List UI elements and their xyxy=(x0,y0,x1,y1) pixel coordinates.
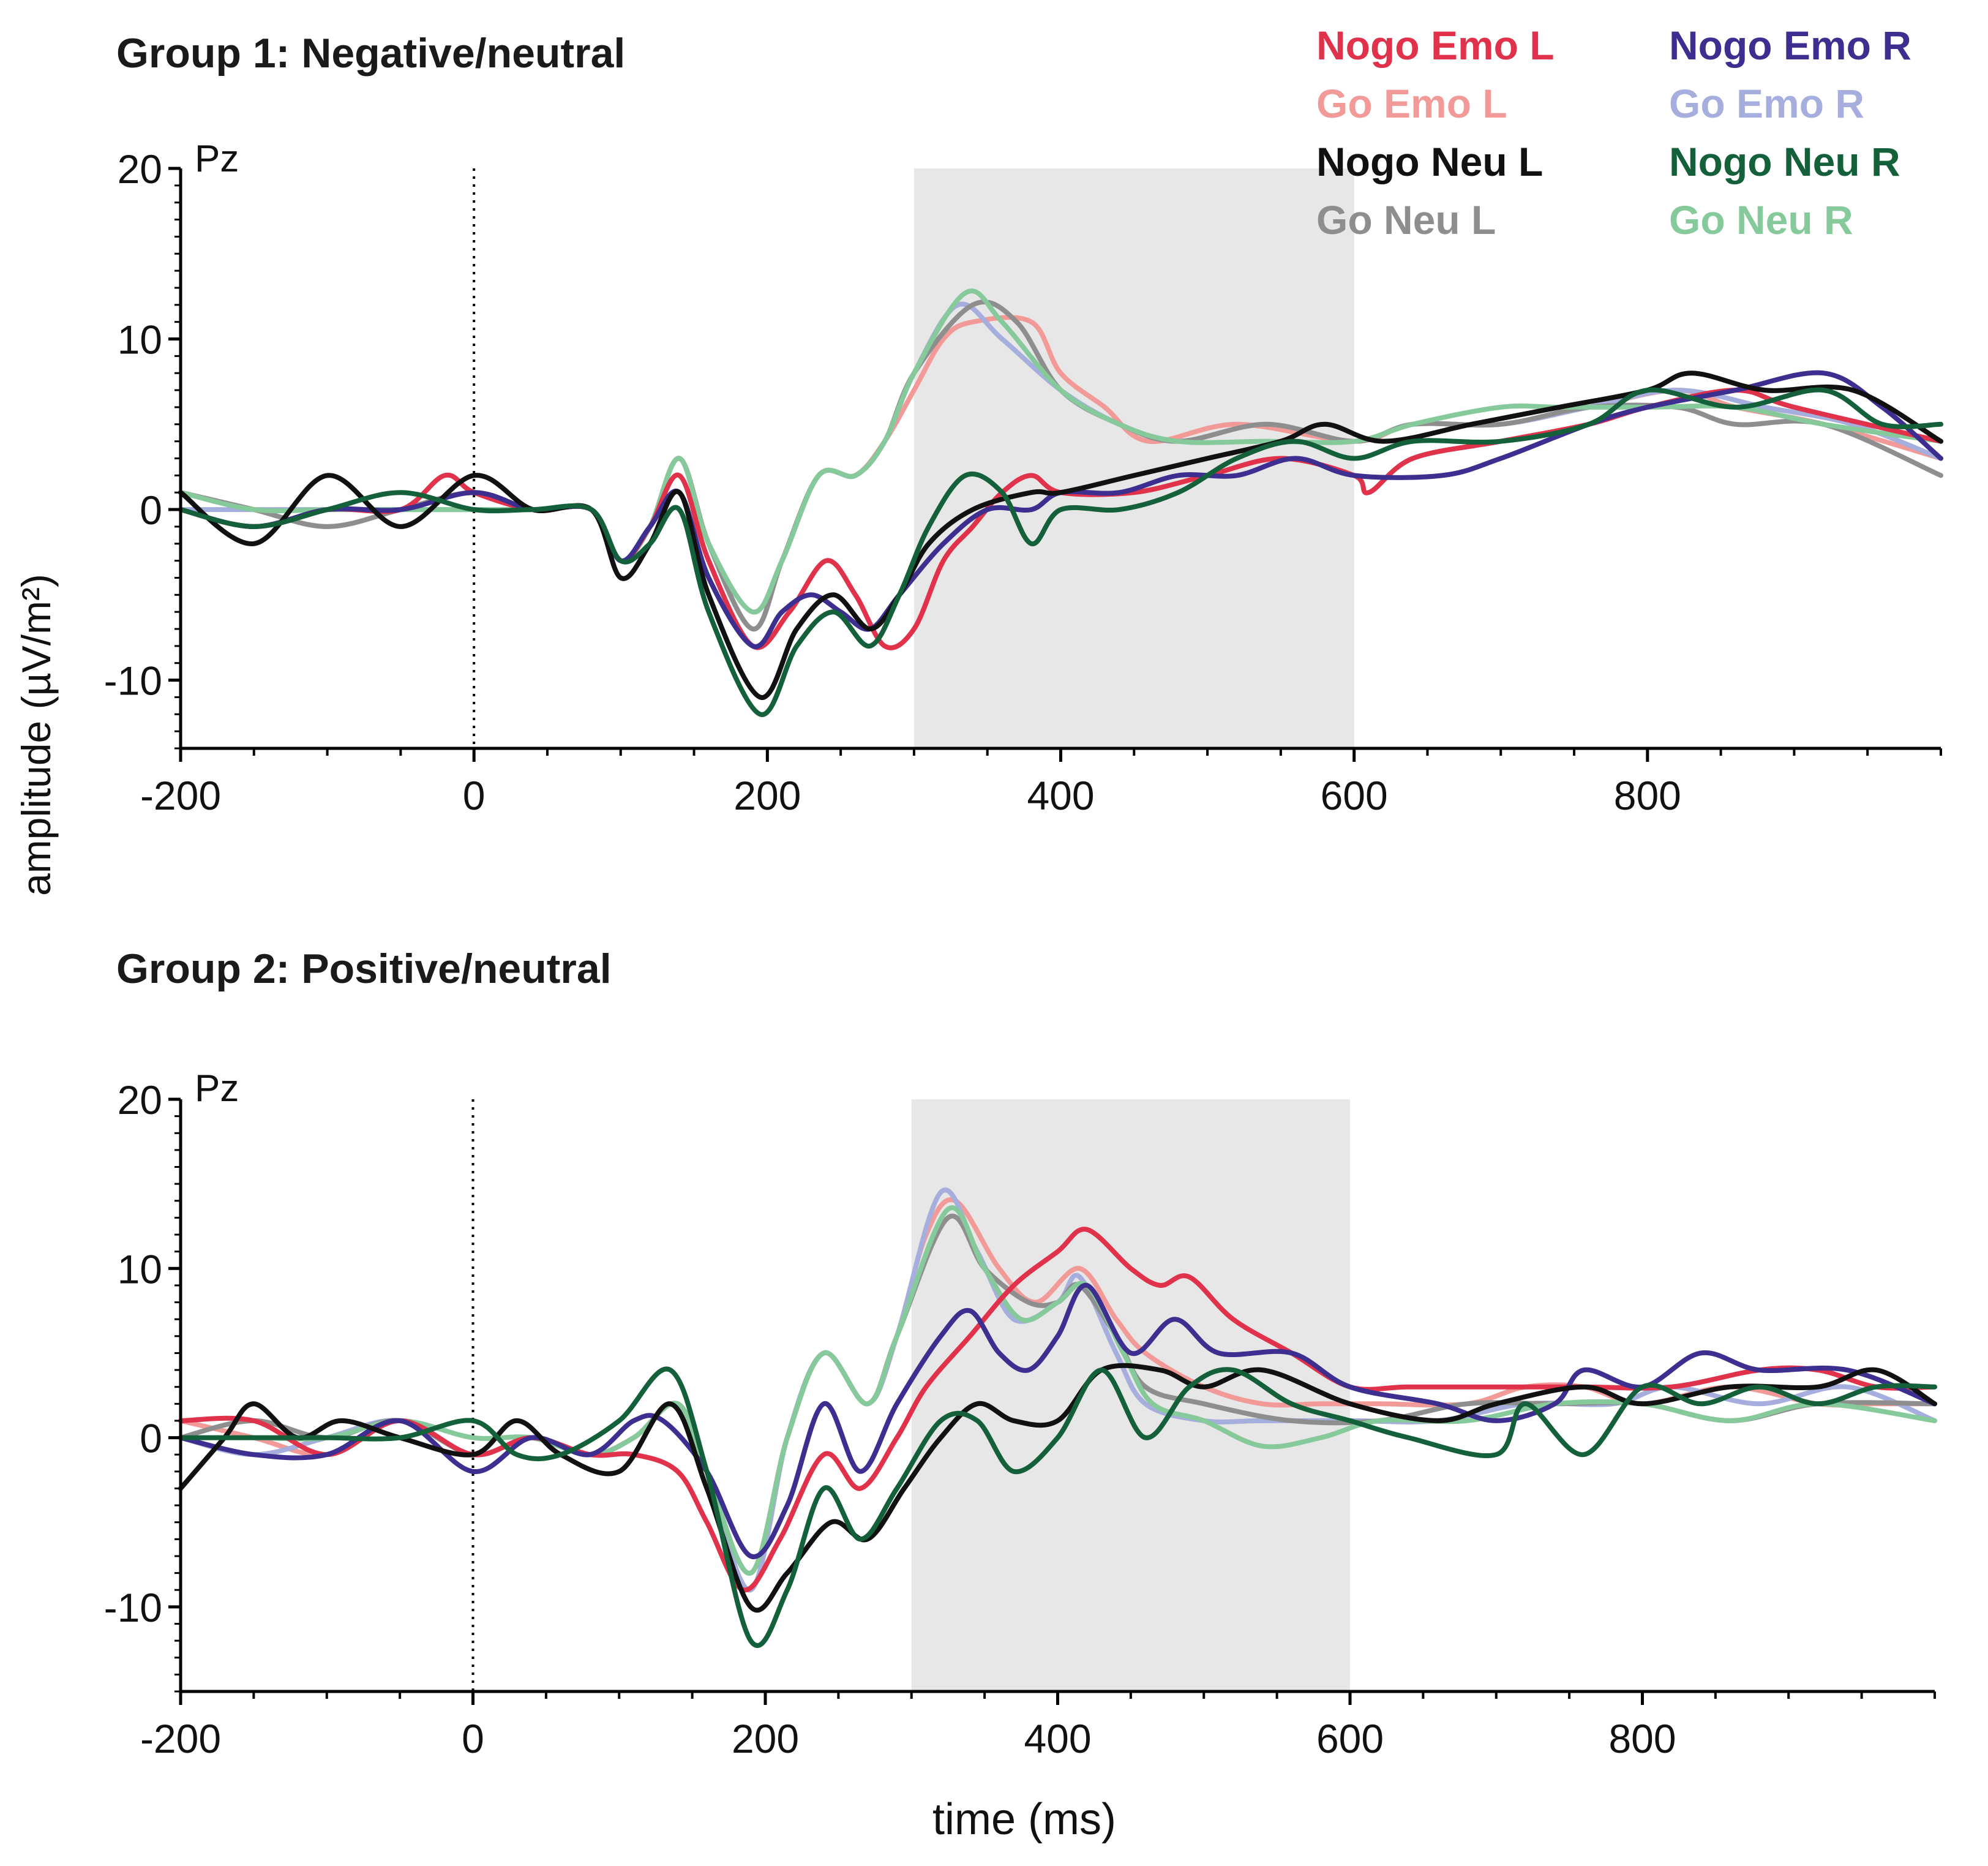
electrode-label: Pz xyxy=(195,138,239,180)
legend-item-nogo-emo-r: Nogo Emo R xyxy=(1669,23,1911,68)
x-axis-label: time (ms) xyxy=(932,1795,1116,1844)
x-tick-label: 200 xyxy=(732,1716,799,1761)
y-tick-label: 10 xyxy=(118,1246,162,1292)
x-tick-label: 800 xyxy=(1614,773,1681,818)
electrode-label: Pz xyxy=(195,1067,239,1110)
analysis-window-shade xyxy=(911,1099,1350,1691)
y-tick-label: -10 xyxy=(104,1585,162,1630)
x-tick-label: 400 xyxy=(1027,773,1094,818)
legend-item-nogo-neu-l: Nogo Neu L xyxy=(1316,139,1543,184)
panel-group-2: Group 2: Positive/neutral -200 0 200 400 600… xyxy=(104,946,1937,1761)
series-layer xyxy=(178,1187,1937,1648)
x-tick-label: 0 xyxy=(463,773,486,818)
y-tick-label: -10 xyxy=(104,658,162,704)
x-tick-label: 600 xyxy=(1321,773,1388,818)
x-tick-label: 800 xyxy=(1608,1716,1676,1761)
panel-title: Group 2: Positive/neutral xyxy=(116,946,612,992)
panel-title: Group 1: Negative/neutral xyxy=(116,30,625,77)
legend-item-nogo-emo-l: Nogo Emo L xyxy=(1316,23,1555,68)
y-tick-label: 0 xyxy=(140,1416,162,1461)
y-axis-label: amplitude (µV/m²) xyxy=(13,574,59,896)
legend: Nogo Emo L Nogo Emo R Go Emo L Go Emo R … xyxy=(1316,23,1911,243)
legend-item-go-emo-r: Go Emo R xyxy=(1669,81,1864,126)
x-tick-label: 0 xyxy=(462,1716,484,1761)
x-tick-label: -200 xyxy=(140,773,221,818)
series-line-nogo-neu-r xyxy=(178,1366,1937,1648)
y-tick-label: 20 xyxy=(118,1077,162,1123)
legend-item-go-neu-r: Go Neu R xyxy=(1669,197,1853,243)
x-tick-label: 600 xyxy=(1316,1716,1384,1761)
x-tick-label: -200 xyxy=(140,1716,221,1761)
tick-layer: -200 0 200 400 600 800 -10 0 10 20 xyxy=(104,1077,1936,1761)
series-line-nogo-neu-r xyxy=(178,387,1943,717)
y-tick-label: 0 xyxy=(140,487,162,533)
x-tick-label: 200 xyxy=(733,773,801,818)
series-layer xyxy=(178,288,1943,717)
legend-item-go-neu-l: Go Neu L xyxy=(1316,197,1496,243)
tick-layer: -200 0 200 400 600 800 -10 0 10 20 xyxy=(104,146,1942,818)
y-tick-label: 10 xyxy=(118,317,162,363)
legend-item-nogo-neu-r: Nogo Neu R xyxy=(1669,139,1900,184)
legend-item-go-emo-l: Go Emo L xyxy=(1316,81,1507,126)
panel-group-1: Group 1: Negative/neutral -200 0 200 400 600… xyxy=(104,30,1943,818)
x-tick-label: 400 xyxy=(1024,1716,1091,1761)
series-line-nogo-neu-l xyxy=(178,1363,1937,1613)
y-tick-label: 20 xyxy=(118,146,162,192)
